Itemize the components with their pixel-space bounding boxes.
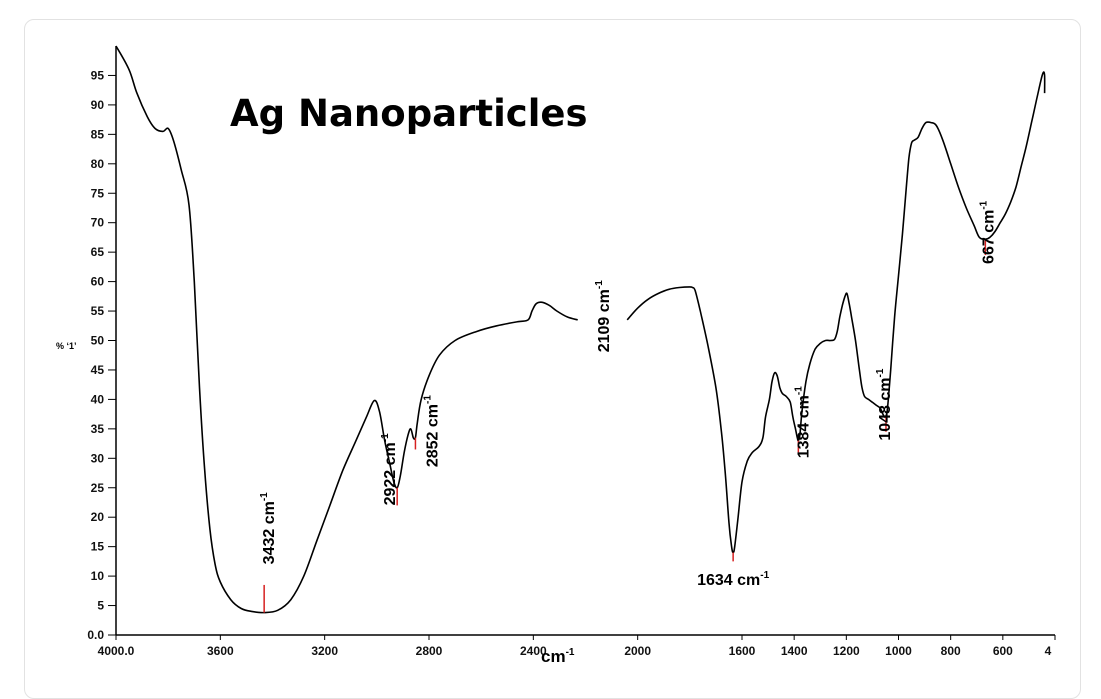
peak-label-text: 1048 cm [877, 377, 894, 440]
y-tick-label: 80 [91, 157, 105, 171]
peak-label: 2852 cm-1 [422, 395, 441, 468]
peak-label: 3432 cm-1 [259, 492, 278, 565]
y-axis-label: % ‘1’ [56, 341, 77, 351]
peak-label-sup: -1 [978, 200, 989, 209]
peak-label-sup: -1 [793, 386, 804, 395]
y-tick-label: 85 [91, 127, 105, 141]
peak-label-text: 3432 cm [261, 501, 278, 564]
peak-label: 2109 cm-1 [594, 280, 613, 353]
peak-label-sup: -1 [875, 368, 886, 377]
x-tick-label: 3200 [311, 644, 338, 658]
peak-label-sup: -1 [259, 492, 270, 501]
spectrum-line [115, 45, 578, 614]
y-tick-label: 10 [91, 569, 105, 583]
x-axis-label: cm-1 [541, 647, 575, 666]
peak-label-text: 2852 cm [424, 404, 441, 467]
chart-title: Ag Nanoparticles [230, 92, 588, 135]
y-tick-label: 55 [91, 304, 105, 318]
x-tick-label: 2000 [624, 644, 651, 658]
peak-label: 1384 cm-1 [793, 386, 812, 459]
x-tick-label: 2800 [416, 644, 443, 658]
y-tick-label: 20 [91, 510, 105, 524]
spectrum-line [626, 71, 1046, 554]
y-tick-label: 90 [91, 98, 105, 112]
y-tick-label: 60 [91, 275, 105, 289]
x-tick-label: 4 [1045, 644, 1052, 658]
y-tick-label: 95 [91, 68, 105, 82]
y-tick-label: 25 [91, 481, 105, 495]
peak-label-sup: -1 [594, 280, 605, 289]
x-tick-label: 600 [993, 644, 1013, 658]
y-tick-label: 40 [91, 392, 105, 406]
peak-label-text: 1384 cm [795, 395, 812, 458]
series [115, 45, 1046, 614]
y-tick-label: 0.0 [87, 628, 104, 642]
y-tick-label: 5 [97, 599, 104, 613]
x-tick-label: 800 [941, 644, 961, 658]
peak-label-text: 1634 cm [697, 572, 760, 589]
peak-label-text: 2922 cm [382, 442, 399, 505]
peak-label: 667 cm-1 [978, 200, 997, 264]
x-axis-label-unit: cm [541, 647, 566, 666]
y-tick-label: 70 [91, 216, 105, 230]
x-tick-label: 1000 [885, 644, 912, 658]
peak-label-sup: -1 [422, 395, 433, 404]
peak-label-text: 2109 cm [596, 289, 613, 352]
x-tick-label: 1200 [833, 644, 860, 658]
peak-label-sup: -1 [760, 570, 769, 581]
y-tick-label: 15 [91, 540, 105, 554]
ticks: 4000.0 3600 3200 2800 2400 2000 1600 1400 1200 10… [87, 68, 1056, 658]
peak-label: 2922 cm-1 [380, 433, 399, 506]
peak-label-text: 667 cm [980, 210, 997, 264]
y-tick-label: 65 [91, 245, 105, 259]
x-tick-label: 2400 [520, 644, 547, 658]
peak-label: 1048 cm-1 [875, 368, 894, 441]
x-axis-label-sup: -1 [566, 647, 575, 658]
y-tick-label: 35 [91, 422, 105, 436]
chart-card [24, 19, 1081, 699]
y-tick-label: 50 [91, 334, 105, 348]
x-tick-label: 3600 [207, 644, 234, 658]
x-tick-label: 1400 [781, 644, 808, 658]
x-tick-label: 4000.0 [98, 644, 135, 658]
peak-label-sup: -1 [380, 433, 391, 442]
peak-label: 1634 cm-1 [697, 570, 770, 589]
y-tick-label: 30 [91, 451, 105, 465]
ftir-chart: 4000.0 3600 3200 2800 2400 2000 1600 1400 1200 10… [56, 45, 1056, 666]
y-tick-label: 75 [91, 186, 105, 200]
y-tick-label: 45 [91, 363, 105, 377]
x-tick-label: 1600 [729, 644, 756, 658]
